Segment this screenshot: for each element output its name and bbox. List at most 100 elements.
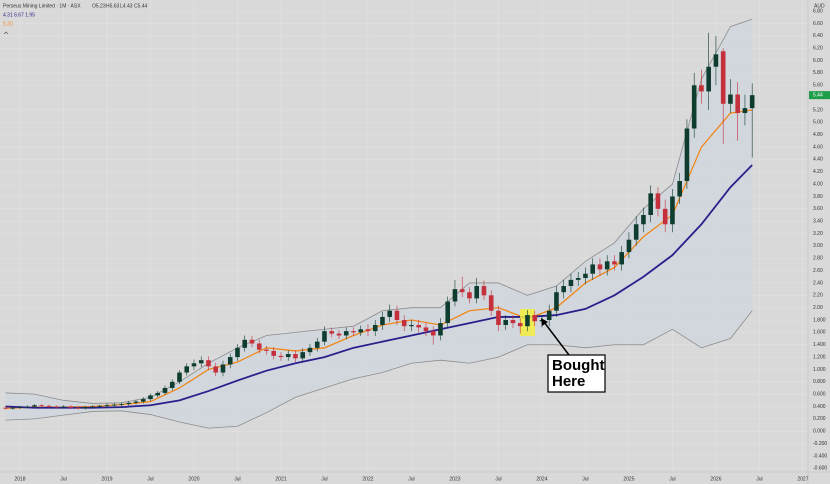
- candle-body: [604, 261, 610, 270]
- candle-body: [583, 273, 588, 279]
- candle-body: [409, 324, 414, 327]
- candle-body: [670, 196, 675, 225]
- candle-body: [474, 286, 480, 299]
- y-tick-label: 1.200: [813, 354, 826, 360]
- candle-body: [293, 354, 298, 359]
- candle-body: [706, 66, 711, 92]
- x-tick-label: 2019: [101, 476, 112, 482]
- candle-body: [90, 406, 95, 408]
- candle-body: [343, 331, 349, 336]
- y-tick-label: 3.60: [813, 206, 823, 212]
- candle-body: [626, 239, 632, 253]
- y-tick-label: 2.20: [813, 293, 823, 299]
- candle-body: [336, 333, 342, 336]
- x-tick-label: 2023: [449, 476, 460, 482]
- annotation-box: [547, 354, 606, 393]
- y-tick-label: 2.80: [813, 256, 823, 262]
- candle-body: [3, 407, 8, 409]
- candle-body: [532, 315, 538, 322]
- candle-body: [438, 323, 443, 336]
- candle-body: [365, 329, 371, 332]
- x-tick-label: Jul: [669, 476, 675, 482]
- candle-body: [191, 363, 197, 367]
- candle-body: [561, 286, 567, 293]
- candle-body: [677, 181, 682, 197]
- candle-body: [46, 405, 52, 407]
- candle-body: [372, 324, 378, 332]
- candle-body: [198, 360, 204, 364]
- x-tick-label: Jul: [321, 476, 327, 482]
- y-tick-label: 4.60: [813, 144, 823, 150]
- candle-body: [633, 224, 639, 240]
- candle-body: [24, 406, 30, 408]
- candle-body: [445, 301, 451, 324]
- y-tick-label: 1.800: [813, 317, 826, 323]
- candle-body: [111, 404, 117, 406]
- y-tick-label: 4.80: [813, 132, 823, 138]
- candle-body: [691, 85, 697, 129]
- candle-body: [329, 331, 335, 334]
- ohlc-low: L4.43: [120, 3, 133, 9]
- ohlc-close: C5.44: [134, 3, 148, 9]
- x-tick-label: 2027: [797, 476, 808, 482]
- candle-body: [619, 252, 624, 265]
- candle-body: [380, 316, 385, 325]
- y-tick-label: 5.00: [813, 120, 823, 126]
- indicator-line: [5, 164, 753, 409]
- candle-body: [423, 327, 429, 332]
- y-tick-label: -0.600: [813, 466, 827, 472]
- y-tick-label: 2.00: [813, 305, 823, 311]
- candle-body: [655, 193, 661, 209]
- candle-body: [271, 350, 277, 356]
- candle-body: [517, 323, 523, 327]
- y-tick-label: 5.20: [813, 107, 823, 113]
- y-tick-label: 3.20: [813, 231, 823, 237]
- candle-body: [314, 341, 320, 348]
- ohlc-high: H5.63: [106, 3, 120, 9]
- candle-body: [597, 264, 603, 270]
- y-tick-label: 6.80: [813, 8, 823, 14]
- x-tick-label: Jul: [147, 476, 153, 482]
- candle-body: [220, 364, 226, 373]
- arrow-head: [541, 318, 548, 326]
- x-tick-label: Jul: [582, 476, 588, 482]
- candle-body: [662, 208, 668, 225]
- candle-body: [568, 279, 574, 287]
- candle-body: [590, 264, 595, 274]
- candle-body: [17, 407, 23, 408]
- ema-value: 5.20: [3, 21, 13, 27]
- candle-body: [387, 310, 393, 317]
- y-tick-label: 0.200: [813, 416, 826, 422]
- candle-body: [278, 355, 284, 358]
- candle-body: [227, 357, 233, 365]
- candle-body: [264, 349, 269, 351]
- y-tick-label: 0.800: [813, 379, 826, 385]
- candle-body: [126, 402, 132, 405]
- annotation-text: Bought: [552, 357, 604, 374]
- candle-body: [75, 407, 81, 409]
- y-tick-label: 3.40: [813, 219, 823, 225]
- last-price-label: 5.44: [813, 92, 823, 98]
- candle-body: [525, 315, 530, 327]
- candle-body: [510, 320, 516, 324]
- candle-body: [242, 339, 248, 348]
- y-tick-label: 6.40: [813, 33, 823, 39]
- candle-body: [140, 399, 146, 402]
- candle-body: [119, 404, 124, 405]
- candle-body: [358, 329, 364, 333]
- candle-body: [735, 94, 740, 114]
- y-tick-label: 4.40: [813, 157, 823, 163]
- x-tick-label: Jul: [234, 476, 240, 482]
- candle-body: [82, 407, 88, 409]
- candle-body: [68, 406, 74, 408]
- candle-body: [300, 352, 306, 359]
- last-price-marker: [809, 91, 830, 100]
- indicator-values: 4.31 6.67 1.95: [3, 12, 35, 18]
- candle-body: [249, 339, 255, 344]
- collapse-icon[interactable]: [3, 31, 9, 35]
- candle-body: [452, 289, 458, 302]
- annotation-text: Here: [552, 373, 585, 390]
- candle-body: [699, 85, 704, 92]
- candle-body: [713, 54, 719, 67]
- y-tick-label: 6.20: [813, 46, 823, 52]
